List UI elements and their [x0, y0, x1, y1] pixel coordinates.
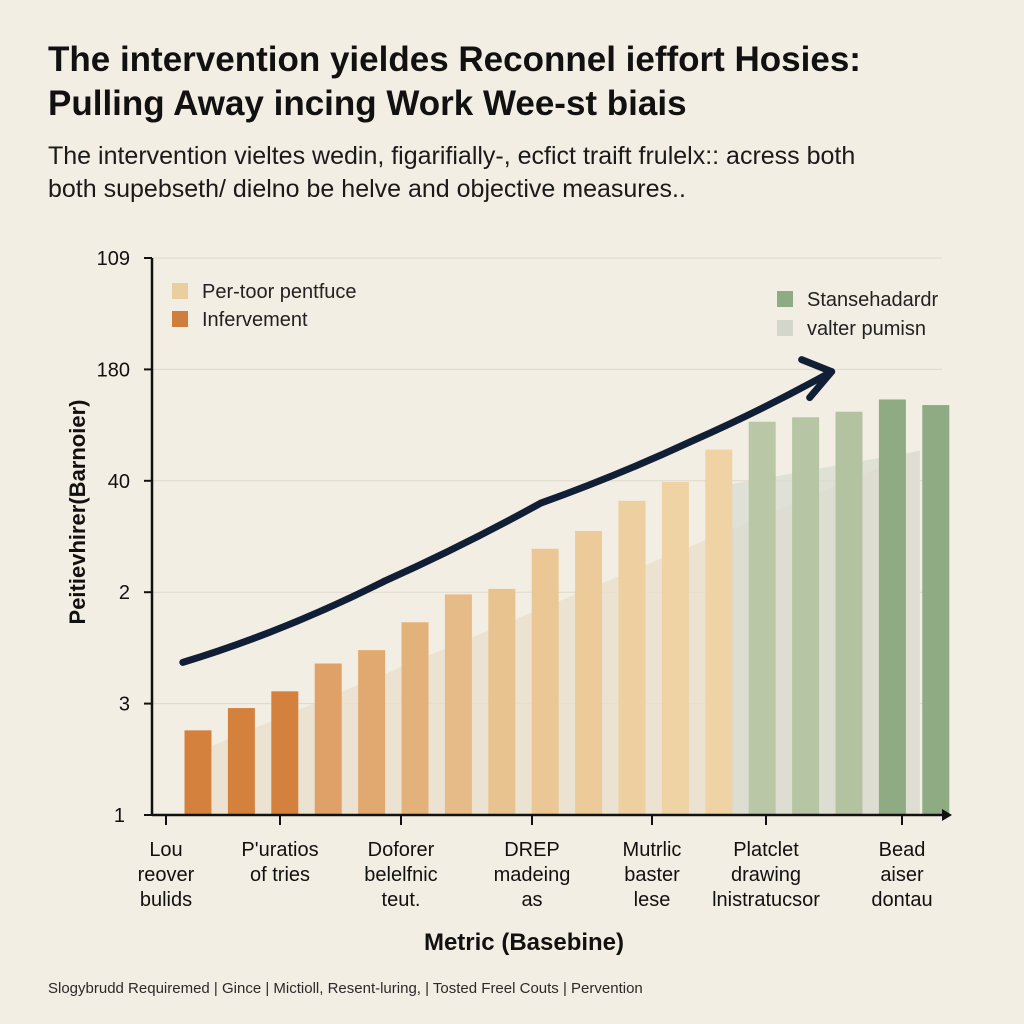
- legend-swatch: [172, 283, 188, 299]
- category-label: Bead: [879, 839, 926, 861]
- bar: [661, 481, 689, 815]
- label-layer: 1 3 2 40 180 109 Lou reover bulids P'uratios of tr…: [65, 248, 933, 956]
- bar: [184, 730, 212, 815]
- category-label: bulids: [140, 889, 192, 911]
- y-tick-label: 3: [119, 694, 130, 716]
- legend-label: Per-toor pentfuce: [202, 281, 357, 303]
- category-label: lese: [634, 889, 671, 911]
- category-label: Platclet: [733, 839, 799, 861]
- category-label: of tries: [250, 864, 310, 886]
- category-label: dontau: [871, 889, 932, 911]
- trend-arrow-layer: [179, 356, 836, 666]
- legend-label: valter pumisn: [807, 318, 926, 340]
- category-label: DREP: [504, 839, 560, 861]
- bar: [444, 594, 472, 815]
- legend-label: Infervement: [202, 309, 308, 331]
- category-label: madeing: [494, 864, 571, 886]
- category-label: teut.: [382, 889, 421, 911]
- y-tick-label: 180: [97, 359, 130, 381]
- bar: [401, 622, 429, 815]
- y-tick-label: 2: [119, 582, 130, 604]
- category-label: belelfnic: [364, 864, 437, 886]
- bar: [358, 650, 386, 815]
- legend-swatch: [777, 291, 793, 307]
- category-label: baster: [624, 864, 680, 886]
- legend-layer: Per-toor pentfuce Infervement Stansehadard…: [172, 281, 939, 340]
- category-label: reover: [138, 864, 195, 886]
- chart-title-line-2: Pulling Away incing Work Wee-st biais: [48, 84, 687, 123]
- category-label: Doforer: [368, 839, 435, 861]
- bar: [922, 405, 950, 815]
- y-tick-label: 1: [114, 805, 125, 827]
- chart-title-line-1: The intervention yieldes Reconnel ieffor…: [48, 40, 861, 79]
- category-label: P'uratios: [241, 839, 318, 861]
- bar: [878, 399, 906, 815]
- category-label: aiser: [880, 864, 924, 886]
- chart-subtitle-line-2: both supebseth/ dielno be helve and obje…: [48, 175, 686, 203]
- bar: [227, 708, 255, 815]
- category-label: Lou: [149, 839, 182, 861]
- footer-note: Slogybrudd Requiremed | Gince | Mictioll…: [48, 980, 643, 997]
- category-label: lnistratucsor: [712, 889, 820, 911]
- bar: [835, 411, 863, 815]
- category-label: Mutrlic: [623, 839, 682, 861]
- y-tick-label: 40: [108, 471, 130, 493]
- chart-subtitle-line-1: The intervention vieltes wedin, figarifi…: [48, 142, 856, 170]
- bar: [314, 663, 342, 815]
- chart-title: The intervention yieldes Reconnel ieffor…: [48, 38, 988, 126]
- axis-layer: [144, 257, 952, 825]
- bar-layer: [184, 399, 950, 815]
- bar: [531, 548, 559, 815]
- chart-subtitle: The intervention vieltes wedin, figarifi…: [48, 140, 988, 206]
- bar: [792, 417, 820, 815]
- legend-swatch: [172, 311, 188, 327]
- bar: [748, 421, 776, 815]
- bar: [271, 691, 299, 815]
- bar: [575, 530, 603, 815]
- y-tick-label: 109: [97, 248, 130, 270]
- category-label: as: [521, 889, 542, 911]
- trend-arrow: [179, 368, 836, 666]
- y-axis-title: Peitievhirer(Barnoier): [65, 400, 90, 625]
- bar: [488, 588, 516, 815]
- x-axis-arrowhead: [942, 809, 952, 821]
- bar: [618, 500, 646, 815]
- legend-label: Stansehadardr: [807, 289, 939, 311]
- legend-swatch: [777, 320, 793, 336]
- bar: [705, 449, 733, 815]
- x-axis-title: Metric (Basebine): [424, 929, 624, 956]
- category-label: drawing: [731, 864, 801, 886]
- trend-arrowhead: [798, 356, 836, 402]
